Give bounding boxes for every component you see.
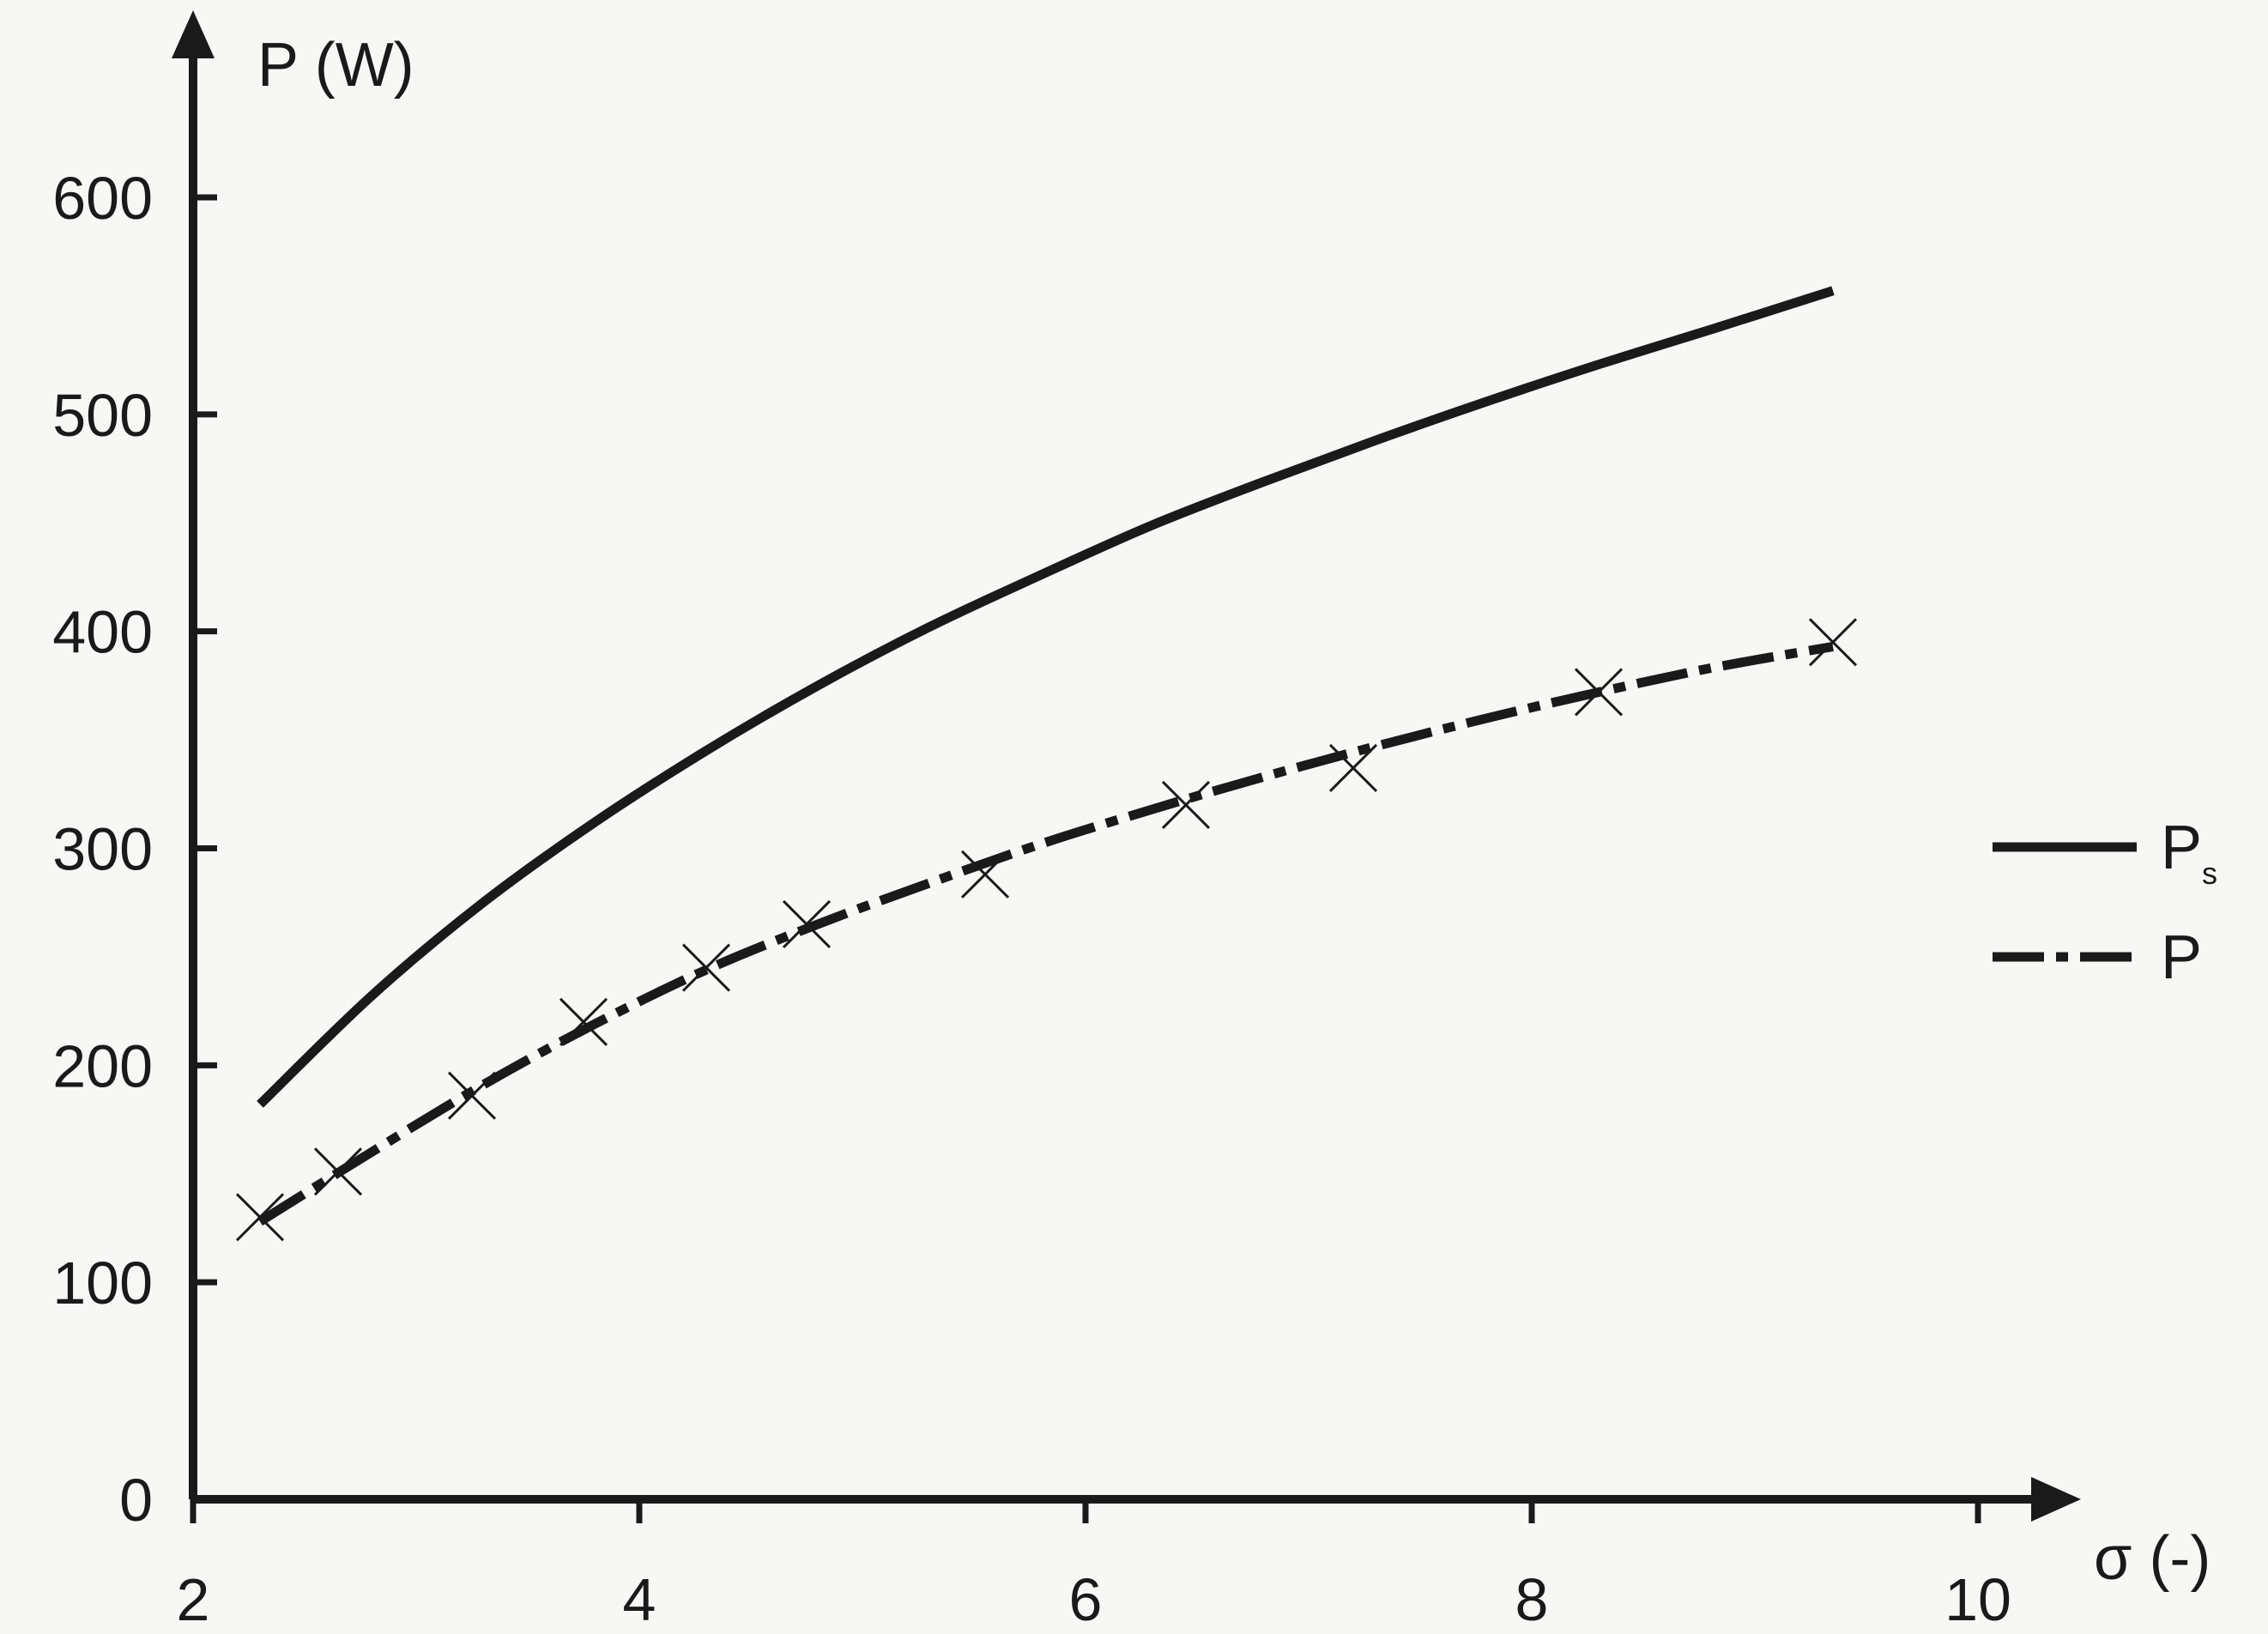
data-point-marker [1328,743,1378,793]
marker-layer [235,618,1858,1242]
x-tick-label: 10 [1944,1566,2011,1633]
data-point-marker [1161,780,1211,829]
legend-label-p: P [2161,923,2202,992]
x-ticks: 2 4 6 8 10 [177,1499,2011,1633]
x-tick-label: 2 [177,1566,210,1633]
x-axis-arrowhead [2031,1477,2081,1522]
y-axis-title: P (W) [257,31,414,100]
legend-label-ps: P [2161,814,2202,882]
y-tick-label: 200 [52,1032,153,1099]
x-tick-label: 4 [623,1566,656,1633]
y-tick-label: 500 [52,382,153,449]
y-tick-label: 300 [52,816,153,883]
x-axis-title: σ (-) [2094,1524,2211,1593]
y-tick-label: 600 [52,165,153,232]
y-tick-label: 100 [52,1250,153,1316]
data-point-marker [782,899,832,949]
data-point-marker [313,1147,363,1196]
series-layer [257,286,1835,1226]
data-point-marker [559,997,608,1046]
y-tick-label: 0 [119,1467,153,1534]
legend-label-ps-subscript: s [2202,856,2217,891]
data-point-marker [960,850,1010,899]
series-line-ps [257,286,1835,1108]
y-axis-arrowhead [172,10,215,58]
y-tick-label: 400 [52,599,153,666]
data-point-marker [447,1071,497,1120]
data-point-marker [235,1193,285,1242]
x-tick-label: 8 [1515,1566,1549,1633]
data-point-marker [1808,618,1858,667]
data-point-marker [681,943,731,992]
y-ticks: 0 100 200 300 400 500 600 [52,165,217,1534]
series-line-p [257,641,1834,1226]
x-tick-label: 6 [1069,1566,1103,1633]
data-point-marker [1574,668,1624,717]
legend: P s P [1993,814,2217,992]
